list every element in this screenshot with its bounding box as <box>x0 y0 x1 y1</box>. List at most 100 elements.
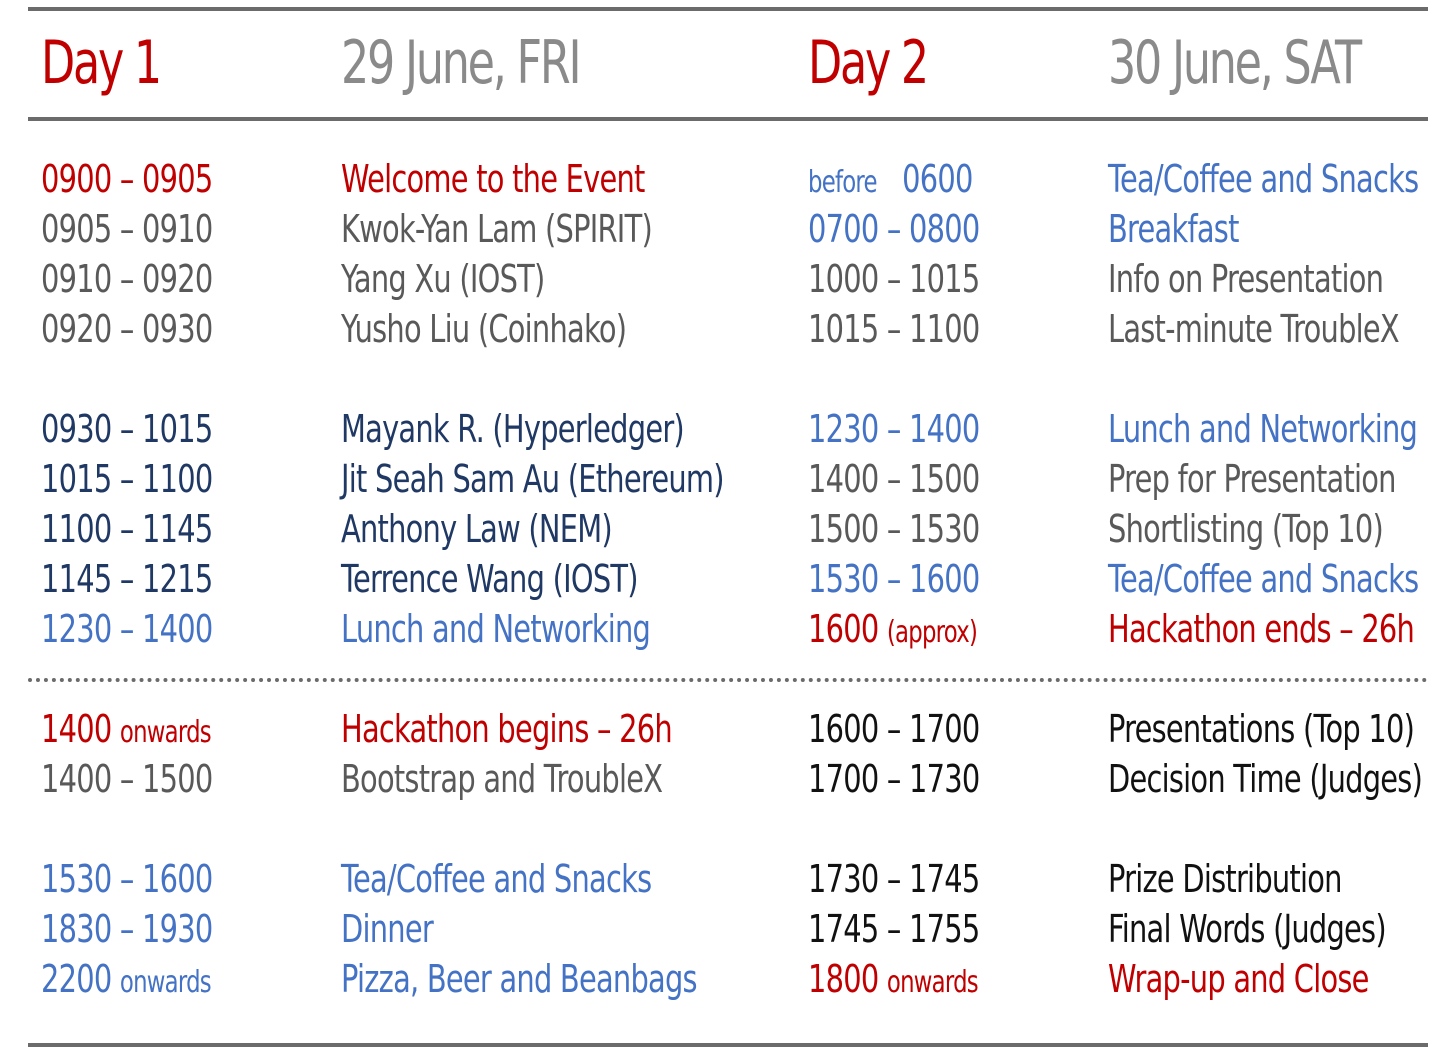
day1-time-value: 0910 – 0920 <box>41 257 213 301</box>
day2-time: 1745 – 1755 <box>808 904 980 954</box>
day2-event: Presentations (Top 10) <box>1108 707 1415 751</box>
day2-time-value: 0700 – 0800 <box>808 207 980 251</box>
day1-time: 1400 – 1500 <box>41 754 213 804</box>
day2-time-value: 1000 – 1015 <box>808 257 980 301</box>
day2-time-value: 0600 <box>902 157 973 201</box>
day1-time-suffix: onwards <box>119 715 212 750</box>
day2-time-value: 1500 – 1530 <box>808 507 980 551</box>
day1-event: Tea/Coffee and Snacks <box>341 857 652 901</box>
day1-event: Dinner <box>341 907 434 951</box>
day2-event: Breakfast <box>1108 207 1239 251</box>
day2-time: 1800 onwards <box>808 954 979 1008</box>
day1-event: Kwok-Yan Lam (SPIRIT) <box>341 207 653 251</box>
day2-event: Final Words (Judges) <box>1108 907 1387 951</box>
day2-time-value: 1230 – 1400 <box>808 407 980 451</box>
top-rule <box>28 7 1428 11</box>
day1-date: 29 June, FRI <box>341 28 582 98</box>
schedule-row: 1100 – 1145 Anthony Law (NEM) 1500 – 1530 S… <box>0 504 1431 554</box>
day1-time-value: 1830 – 1930 <box>41 907 213 951</box>
day2-time: 1400 – 1500 <box>808 454 980 504</box>
day1-event: Lunch and Networking <box>341 607 651 651</box>
day1-time-value: 1530 – 1600 <box>41 857 213 901</box>
day1-time-value: 0920 – 0930 <box>41 307 213 351</box>
schedule-row: 0920 – 0930 Yusho Liu (Coinhako) 1015 – 11… <box>0 304 1431 354</box>
day2-event: Shortlisting (Top 10) <box>1108 507 1384 551</box>
schedule-row: 1145 – 1215 Terrence Wang (IOST) 1530 – 16… <box>0 554 1431 604</box>
day1-time: 0905 – 0910 <box>41 204 213 254</box>
day1-time-suffix: onwards <box>119 965 212 1000</box>
day1-event: Welcome to the Event <box>341 157 645 201</box>
day1-time-value: 1400 – 1500 <box>41 757 213 801</box>
day1-label: Day 1 <box>41 28 162 98</box>
day1-time: 1145 – 1215 <box>41 554 213 604</box>
day2-time: 1600 – 1700 <box>808 704 980 754</box>
day2-event: Prize Distribution <box>1108 857 1342 901</box>
day2-event: Hackathon ends – 26h <box>1108 607 1415 651</box>
day2-time: 1000 – 1015 <box>808 254 980 304</box>
day1-event: Hackathon begins – 26h <box>341 707 673 751</box>
day2-event: Decision Time (Judges) <box>1108 757 1423 801</box>
day1-time: 1530 – 1600 <box>41 854 213 904</box>
day1-event: Anthony Law (NEM) <box>341 507 613 551</box>
day2-time-prefix: before <box>808 165 878 200</box>
schedule-row: 1015 – 1100 Jit Seah Sam Au (Ethereum) 140… <box>0 454 1431 504</box>
day2-time-suffix: (approx) <box>886 615 978 650</box>
day2-time: 1730 – 1745 <box>808 854 980 904</box>
schedule-row: 0930 – 1015 Mayank R. (Hyperledger) 1230 –… <box>0 404 1431 454</box>
day2-time: 1530 – 1600 <box>808 554 980 604</box>
day1-time: 0930 – 1015 <box>41 404 213 454</box>
day2-event: Tea/Coffee and Snacks <box>1108 557 1419 601</box>
section-divider <box>28 678 1428 682</box>
schedule-row: 0900 – 0905 Welcome to the Event before 06… <box>0 154 1431 204</box>
day1-time-value: 1230 – 1400 <box>41 607 213 651</box>
schedule-row: 1400 – 1500 Bootstrap and TroubleX 1700 – … <box>0 754 1431 804</box>
day1-time-value: 0900 – 0905 <box>41 157 213 201</box>
day2-label: Day 2 <box>808 28 929 98</box>
day1-time: 1830 – 1930 <box>41 904 213 954</box>
day1-time: 2200 onwards <box>41 954 212 1008</box>
day2-time: 1600 (approx) <box>808 604 978 658</box>
day1-time-value: 0905 – 0910 <box>41 207 213 251</box>
day1-time-value: 1145 – 1215 <box>41 557 213 601</box>
day1-time: 1400 onwards <box>41 704 212 758</box>
day2-time-value: 1600 <box>808 607 879 651</box>
day2-time: 0700 – 0800 <box>808 204 980 254</box>
day2-time: before 0600 <box>808 154 973 208</box>
day1-time: 1230 – 1400 <box>41 604 213 654</box>
day2-time-value: 1015 – 1100 <box>808 307 980 351</box>
day2-time-value: 1800 <box>808 957 879 1001</box>
day2-time: 1230 – 1400 <box>808 404 980 454</box>
day1-event: Yusho Liu (Coinhako) <box>341 307 627 351</box>
day1-time: 1100 – 1145 <box>41 504 213 554</box>
day1-event: Bootstrap and TroubleX <box>341 757 663 801</box>
day2-event: Tea/Coffee and Snacks <box>1108 157 1419 201</box>
header-rule <box>28 117 1428 121</box>
day1-event: Terrence Wang (IOST) <box>341 557 639 601</box>
schedule-row: 1400 onwards Hackathon begins – 26h 1600 –… <box>0 704 1431 754</box>
day1-time-value: 1015 – 1100 <box>41 457 213 501</box>
day2-time-suffix: onwards <box>886 965 979 1000</box>
schedule-row: 2200 onwards Pizza, Beer and Beanbags 1800… <box>0 954 1431 1004</box>
day2-event: Wrap-up and Close <box>1108 957 1369 1001</box>
schedule-row: 0905 – 0910 Kwok-Yan Lam (SPIRIT) 0700 – 0… <box>0 204 1431 254</box>
day2-event: Info on Presentation <box>1108 257 1384 301</box>
day1-time-value: 1100 – 1145 <box>41 507 213 551</box>
schedule-row: 1530 – 1600 Tea/Coffee and Snacks 1730 – 1… <box>0 854 1431 904</box>
schedule-row: 1230 – 1400 Lunch and Networking 1600 (app… <box>0 604 1431 654</box>
day1-event: Jit Seah Sam Au (Ethereum) <box>341 457 725 501</box>
day2-time-value: 1530 – 1600 <box>808 557 980 601</box>
day2-time: 1500 – 1530 <box>808 504 980 554</box>
day1-event: Pizza, Beer and Beanbags <box>341 957 698 1001</box>
day2-time-value: 1730 – 1745 <box>808 857 980 901</box>
day1-time: 0920 – 0930 <box>41 304 213 354</box>
day2-time: 1700 – 1730 <box>808 754 980 804</box>
day2-event: Last-minute TroubleX <box>1108 307 1400 351</box>
day2-time: 1015 – 1100 <box>808 304 980 354</box>
day1-time-value: 1400 <box>41 707 112 751</box>
day1-time-value: 2200 <box>41 957 112 1001</box>
day1-time: 0900 – 0905 <box>41 154 213 204</box>
day1-time: 0910 – 0920 <box>41 254 213 304</box>
day2-event: Lunch and Networking <box>1108 407 1418 451</box>
day2-time-value: 1400 – 1500 <box>808 457 980 501</box>
day2-time-value: 1700 – 1730 <box>808 757 980 801</box>
